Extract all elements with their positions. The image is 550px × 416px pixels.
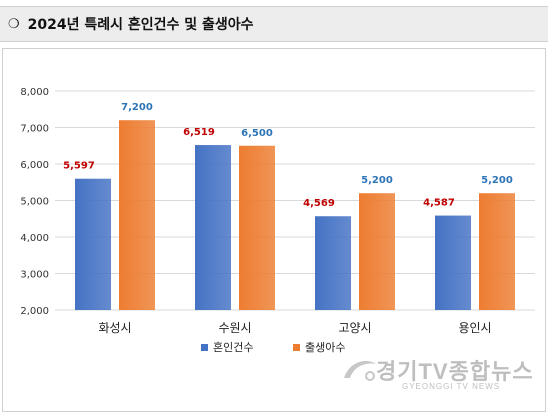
y-tick-label: 5,000 [20, 197, 49, 208]
data-label: 4,569 [303, 198, 335, 209]
x-category-label: 수원시 [218, 321, 251, 335]
bar-births [359, 193, 395, 310]
x-category-label: 용인시 [458, 321, 491, 335]
data-label: 4,587 [423, 198, 455, 209]
data-label: 5,200 [361, 175, 393, 186]
data-label: 7,200 [121, 102, 153, 113]
bar-births [479, 193, 515, 310]
watermark-sub-text: GYEONGGI TV NEWS [402, 382, 501, 391]
y-tick-label: 8,000 [20, 87, 49, 98]
bar-chart: 2,000 3,000 4,000 5,000 6,000 7,000 8,000 5,597… [20, 87, 535, 354]
bar-marriages [435, 215, 471, 310]
data-label: 6,500 [241, 128, 273, 139]
bar-births [239, 145, 275, 310]
bullet-icon: ❍ [8, 16, 20, 32]
watermark: 경기TV종합뉴스 GYEONGGI TV NEWS [342, 352, 542, 402]
bar-births [119, 120, 155, 310]
legend-label: 출생아수 [305, 341, 345, 354]
data-label: 5,597 [63, 161, 95, 172]
data-label: 6,519 [183, 127, 215, 138]
legend-label: 혼인건수 [213, 341, 253, 354]
watermark-logo-text: 경기TV종합뉴스 [376, 359, 534, 384]
y-tick-label: 4,000 [20, 233, 49, 244]
title-bar: ❍ 2024년 특례시 혼인건수 및 출생아수 [0, 6, 548, 42]
y-tick-label: 3,000 [20, 270, 49, 281]
page-title: 2024년 특례시 혼인건수 및 출생아수 [27, 17, 254, 33]
y-tick-label: 7,000 [20, 124, 49, 135]
bar-marriages [75, 178, 111, 310]
chart-frame: 2,000 3,000 4,000 5,000 6,000 7,000 8,000 5,597… [2, 48, 546, 412]
x-category-label: 고양시 [338, 321, 371, 335]
bar-marriages [195, 145, 231, 310]
bar-marriages [315, 216, 351, 310]
y-tick-label: 2,000 [20, 306, 49, 317]
data-label: 5,200 [481, 175, 513, 186]
swoosh-icon [344, 360, 376, 381]
x-category-label: 화성시 [98, 321, 131, 335]
legend-swatch [201, 344, 208, 351]
legend-swatch [293, 344, 300, 351]
y-tick-label: 6,000 [20, 160, 49, 171]
